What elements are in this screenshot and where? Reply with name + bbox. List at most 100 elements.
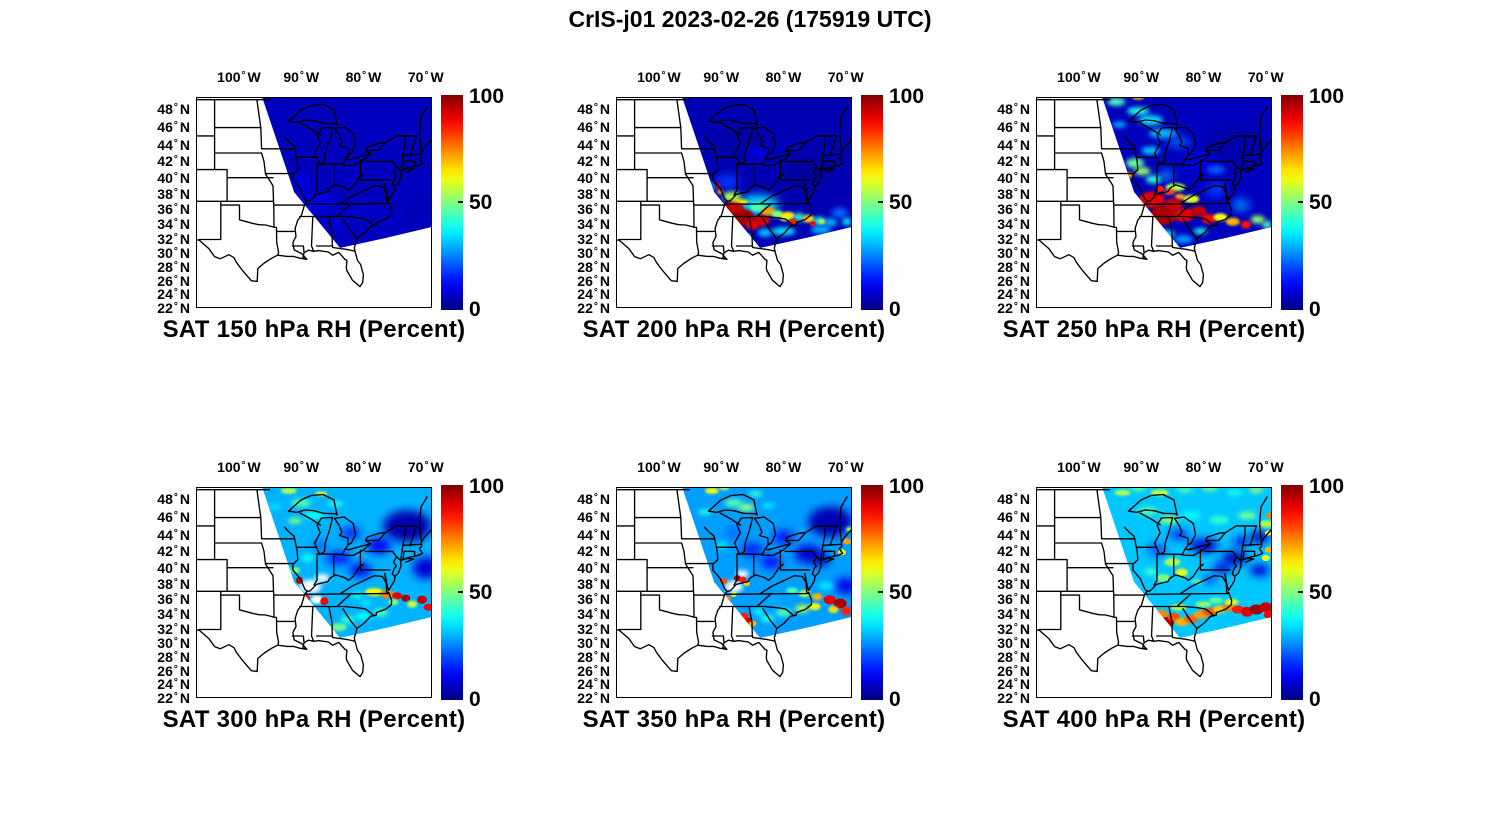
rh-data-patch — [802, 214, 815, 223]
lat-tick-label: 32° N — [157, 230, 190, 247]
rh-data-patch — [373, 608, 388, 617]
rh-data-patch — [412, 556, 432, 579]
lat-tick-label: 44° N — [997, 526, 1030, 543]
colorbar-tick-label: 50 — [469, 581, 493, 604]
lon-tick-label: 70° W — [1247, 69, 1284, 85]
rh-data-patch — [746, 148, 771, 159]
rh-data-patch — [1247, 173, 1272, 198]
lat-tick-label: 34° N — [997, 215, 1030, 232]
lat-tick-label: 36° N — [157, 200, 190, 217]
lat-tick-label: 32° N — [997, 620, 1030, 637]
rh-data-patch — [269, 503, 282, 510]
lat-tick-label: 36° N — [997, 200, 1030, 217]
lat-tick-label: 26° N — [997, 662, 1030, 679]
lat-tick-label: 26° N — [577, 662, 610, 679]
rh-data-patch — [767, 597, 782, 604]
colorbar-tick-label: 0 — [889, 688, 901, 711]
rh-data-patch — [828, 606, 839, 613]
rh-data-patch — [793, 213, 806, 222]
lon-tick-label: 90° W — [283, 69, 320, 85]
lon-tick-label: 70° W — [1247, 459, 1284, 475]
rh-data-patch — [310, 595, 323, 604]
rh-data-patch — [1262, 220, 1272, 229]
rh-data-patch — [330, 623, 347, 632]
lon-tick-label: 90° W — [703, 459, 740, 475]
colorbar-gradient — [1281, 485, 1303, 700]
rh-map-svg — [616, 97, 852, 308]
lat-tick-label: 34° N — [997, 605, 1030, 622]
lat-tick-label: 40° N — [157, 169, 190, 186]
rh-data-patch — [1175, 568, 1188, 577]
rh-data-patch — [1207, 165, 1225, 174]
lon-tick-label: 90° W — [1123, 459, 1160, 475]
rh-data-patch — [760, 502, 775, 509]
rh-data-patch — [1126, 158, 1144, 169]
rh-data-patch — [1183, 195, 1200, 203]
rh-data-patch — [1144, 567, 1157, 576]
rh-data-patch — [1195, 601, 1212, 608]
lat-tick-label: 38° N — [997, 575, 1030, 592]
lat-tick-label: 30° N — [577, 634, 610, 651]
panel-sat-350-hpa: 48° N 46° N 44° N 42° N 40° N 38° N 36° N 34° N 32° N 30° N… — [577, 459, 924, 733]
rh-data-patch — [1213, 605, 1226, 614]
lat-tick-label: 42° N — [997, 543, 1030, 560]
rh-data-patch — [1114, 489, 1131, 496]
rh-data-patch — [280, 487, 297, 494]
lat-tick-label: 34° N — [577, 605, 610, 622]
rh-data-patch — [1130, 487, 1147, 492]
panel-title: SAT 150 hPa RH (Percent) — [162, 316, 466, 343]
rh-data-patch — [1213, 213, 1228, 222]
panel-sat-150-hpa: 48° N 46° N 44° N 42° N 40° N 38° N 36° N 34° N 32° N 30° N… — [157, 69, 504, 343]
rh-data-patch — [388, 599, 399, 605]
rh-data-patch — [722, 223, 733, 232]
rh-data-patch — [314, 627, 325, 634]
lat-tick-label: 44° N — [157, 136, 190, 153]
colorbar-tick-label: 50 — [469, 191, 493, 214]
rh-data-patch — [833, 598, 847, 609]
rh-data-patch — [702, 182, 715, 193]
lat-tick-label: 48° N — [997, 491, 1030, 508]
panel-title: SAT 300 hPa RH (Percent) — [162, 706, 466, 733]
lat-tick-label: 30° N — [157, 634, 190, 651]
map-frame — [616, 97, 852, 308]
state-boundaries — [196, 489, 432, 678]
lat-tick-label: 22° N — [997, 299, 1030, 316]
lat-tick-label: 38° N — [157, 575, 190, 592]
rh-data-patch — [1232, 536, 1249, 547]
lat-tick-label: 22° N — [577, 299, 610, 316]
colorbar-mid-tick — [458, 201, 463, 203]
rh-map-svg — [196, 97, 432, 308]
lat-tick-label: 48° N — [157, 101, 190, 118]
state-boundaries — [616, 489, 852, 678]
rh-data-patch — [317, 617, 324, 624]
lat-tick-label: 38° N — [577, 575, 610, 592]
lat-tick-label: 42° N — [157, 543, 190, 560]
lon-tick-label: 100° W — [637, 459, 681, 475]
lon-tick-label: 100° W — [637, 69, 681, 85]
lat-tick-label: 28° N — [157, 648, 190, 665]
lon-tick-label: 80° W — [1185, 69, 1222, 85]
rh-data-patch — [1240, 220, 1251, 229]
state-boundaries — [196, 99, 432, 288]
lat-tick-label: 34° N — [577, 215, 610, 232]
rh-data-patch — [1150, 489, 1169, 496]
colorbar-tick-label: 0 — [469, 298, 481, 321]
rh-data-patch — [1238, 511, 1257, 520]
lon-tick-label: 80° W — [345, 69, 382, 85]
lat-tick-label: 40° N — [577, 169, 610, 186]
panel-title: SAT 350 hPa RH (Percent) — [582, 706, 886, 733]
rh-map-svg — [1036, 487, 1272, 698]
rh-data-patch — [809, 221, 816, 227]
lat-tick-label: 46° N — [157, 509, 190, 526]
colorbar-tick-label: 50 — [889, 581, 913, 604]
rh-data-patch — [1259, 602, 1272, 613]
lon-tick-label: 100° W — [1057, 459, 1101, 475]
rh-map-svg — [196, 487, 432, 698]
map-frame — [1036, 487, 1272, 698]
colorbar — [861, 95, 883, 310]
lat-tick-label: 26° N — [577, 272, 610, 289]
rh-data-patch — [301, 554, 314, 562]
lat-tick-label: 24° N — [577, 676, 610, 693]
rh-data-patch — [341, 527, 362, 539]
